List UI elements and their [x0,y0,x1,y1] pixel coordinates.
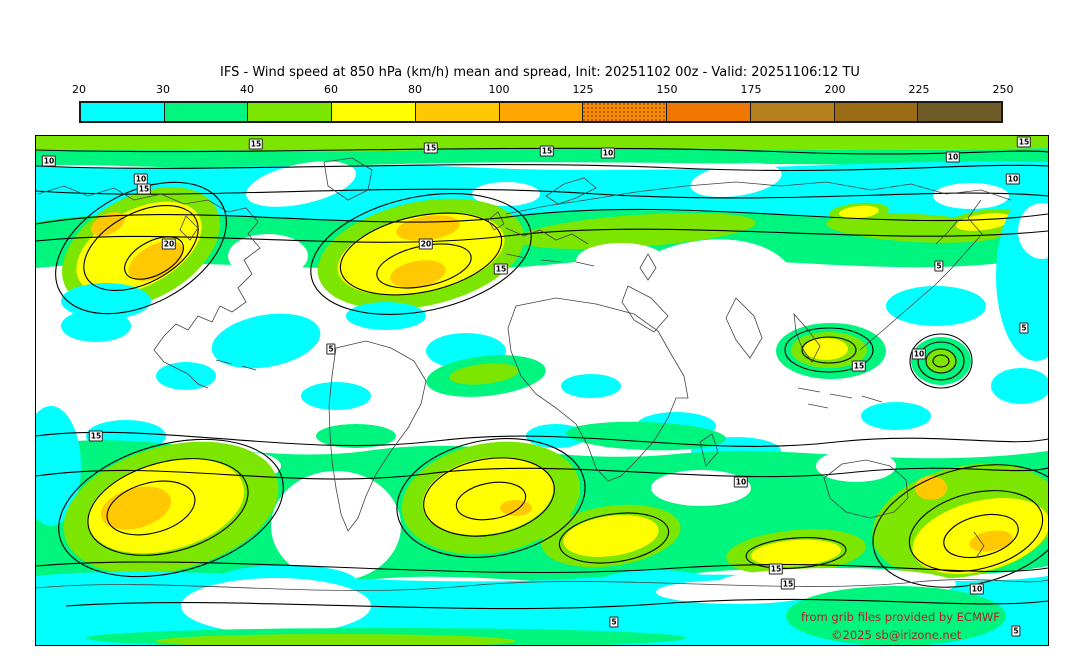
contour-label-5: 5 [934,260,944,272]
coastline-layer [36,157,1048,591]
colorbar-tick-60: 60 [324,83,338,96]
contour-label-15: 15 [493,263,509,275]
spread-contour-layer [36,147,1048,610]
colorbar-segment-125-150 [583,103,668,121]
colorbar-segment-100-125 [499,103,584,121]
contour-label-10: 10 [733,476,749,488]
colorbar-tick-200: 200 [824,83,846,96]
colorbar-tick-20: 20 [72,83,86,96]
colorbar-tick-100: 100 [488,83,510,96]
colorbar-segment-30-40 [164,103,249,121]
contour-label-15: 15 [768,563,784,575]
contour-label-20: 20 [161,238,177,250]
contour-label-15: 15 [248,138,264,150]
colorbar-segment-175-200 [750,103,835,121]
colorbar-tick-80: 80 [408,83,422,96]
colorbar-tick-250: 250 [992,83,1014,96]
colorbar: 20 30 40 60 80 100 125 150 175 200 225 250 [72,83,1014,123]
colorbar-segment-60-80 [332,103,416,121]
colorbar-segment-200-225 [834,103,919,121]
contour-label-15: 15 [136,183,152,195]
contour-label-15: 15 [539,145,555,157]
colorbar-tick-40: 40 [240,83,254,96]
colorbar-tick-175: 175 [740,83,762,96]
contour-label-10: 10 [945,151,961,163]
page-title: IFS - Wind speed at 850 hPa (km/h) mean … [220,65,860,80]
contour-label-layer: 10 10 15 15 15 15 10 10 15 10 20 20 15 5 5 10 15 5 15 10 15 1… [36,136,1048,645]
contour-label-15: 15 [780,578,796,590]
contour-label-20: 20 [418,238,434,250]
contour-label-15: 15 [423,142,439,154]
attribution-source: from grib files provided by ECMWF [801,610,1000,624]
colorbar-segment-40-60 [248,103,333,121]
contour-label-10: 10 [41,155,57,167]
colorbar-tick-30: 30 [156,83,170,96]
world-wind-map: 10 10 15 15 15 15 10 10 15 10 20 20 15 5 5 10 15 5 15 10 15 1… [35,135,1049,646]
contour-label-15: 15 [88,430,104,442]
contour-label-10: 10 [911,348,927,360]
colorbar-segment-80-100 [415,103,500,121]
colorbar-segment-20-30 [81,103,165,121]
colorbar-tick-225: 225 [908,83,930,96]
colorbar-ticks: 20 30 40 60 80 100 125 150 175 200 225 250 [72,83,1014,99]
contour-label-5: 5 [609,616,619,628]
colorbar-tick-125: 125 [572,83,594,96]
contour-label-15: 15 [851,360,867,372]
contour-label-10: 10 [600,147,616,159]
wind-speed-fill-layer [36,136,1048,645]
attribution-copyright: ©2025 sb@irizone.net [831,628,962,642]
contour-label-10: 10 [1005,173,1021,185]
colorbar-track [79,101,1003,123]
wind-map-canvas [36,136,1048,645]
colorbar-segment-150-175 [667,103,751,121]
colorbar-segment-225-250 [918,103,1002,121]
contour-label-5: 5 [1019,322,1029,334]
contour-label-15: 15 [1016,136,1032,148]
contour-label-5: 5 [326,343,336,355]
contour-label-5: 5 [1011,625,1021,637]
contour-label-10: 10 [969,583,985,595]
colorbar-tick-150: 150 [656,83,678,96]
